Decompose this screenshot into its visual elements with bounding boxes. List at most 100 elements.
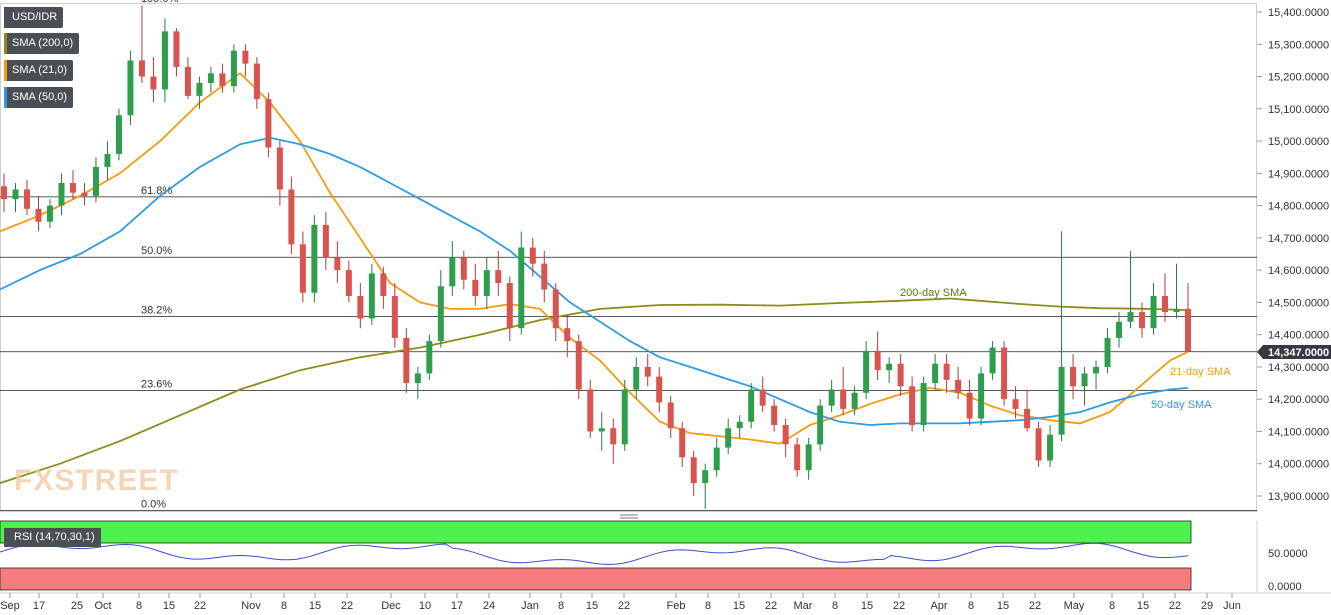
candle-body [897,363,904,387]
candle [690,450,697,496]
rsi-tick-50: 50.0000 [1268,548,1308,560]
x-tick-label: 24 [483,600,495,612]
candle [345,260,352,303]
x-tick-label: 8 [705,600,711,612]
candle-body [989,347,996,374]
candle-body [748,389,755,422]
candle-body [357,295,364,319]
candle-body [242,50,249,64]
candle-body [196,82,203,96]
legend-sma-21[interactable]: SMA (21,0) [4,60,74,81]
candle [575,334,582,400]
x-tick-label: 25 [71,600,83,612]
y-tick-label: 14,200.0000 [1268,394,1329,406]
candle-body [851,392,858,409]
legend-swatch [4,87,7,108]
x-tick-label: 15 [861,600,873,612]
candle-body [978,373,985,419]
candle-body [472,279,479,296]
candle-body [299,244,306,293]
candle [943,354,950,393]
legend-usdidr[interactable]: USD/IDR [4,7,64,28]
candle [207,66,214,93]
candle [1093,360,1100,390]
x-tick-label: Mar [794,600,813,612]
candle-body [794,444,801,471]
candle [138,5,145,83]
candle-body [828,389,835,406]
y-tick-label: 15,200.0000 [1268,72,1329,84]
candle [679,421,686,467]
candle-body [805,444,812,471]
candle-body [334,257,341,271]
annotation-21-day-sma: 21-day SMA [1170,366,1231,378]
candle [1104,328,1111,374]
candle-body [575,341,582,390]
candle [713,437,720,477]
legend-swatch [4,33,7,54]
candle [299,231,306,303]
candle [12,183,19,213]
candle-body [207,73,214,83]
candle [736,415,743,438]
candle-body [1012,399,1019,409]
x-tick-label: Jun [1223,600,1241,612]
candle-body [955,379,962,393]
candle [81,183,88,206]
x-tick-label: Jan [521,600,539,612]
candle [1,173,7,213]
candle-body [58,183,65,206]
candle-body [771,405,778,426]
candle [978,366,985,426]
candle-body [483,270,490,296]
candle [69,170,76,200]
candle-body [414,373,421,384]
candle [1035,421,1042,467]
legend-sma-50[interactable]: SMA (50,0) [4,87,74,108]
x-tick-label: 8 [136,600,142,612]
panel-splitter-handle[interactable] [620,514,638,519]
candle [897,354,904,396]
candle-body [1116,321,1123,338]
y-tick-label: 14,500.0000 [1268,297,1329,309]
legend-sma-200[interactable]: SMA (200,0) [4,33,80,54]
fib-label: 61.8% [141,185,172,197]
candle-body [368,273,375,319]
candle-body [69,183,76,193]
candle [357,283,364,329]
candle-body [863,350,870,393]
candle [1162,273,1169,322]
candle [472,263,479,306]
candle-body [230,50,237,87]
candle [667,395,674,438]
candle-body [322,224,329,258]
y-tick-label: 14,300.0000 [1268,362,1329,374]
candle [828,379,835,413]
candle-body [759,389,766,406]
x-tick-label: 15 [1137,600,1149,612]
candle-body [943,363,950,380]
candle [1024,389,1031,432]
rsi-panel: 50.0000 0.0000 [0,520,1308,593]
candle [552,283,559,342]
rsi-label: RSI (14,70,30,1) [14,531,95,543]
candle-body [1035,428,1042,461]
candle [253,57,260,109]
candle [460,250,467,290]
candle-body [35,208,42,222]
candle [1047,425,1054,467]
candle [610,418,617,464]
candle [161,18,168,103]
candle-body [932,363,939,384]
x-tick-label: 8 [1109,600,1115,612]
x-tick-label: 15 [733,600,745,612]
candle [909,376,916,432]
candle-body [449,257,456,287]
candle-body [690,457,697,484]
legend-rsi[interactable]: RSI (14,70,30,1) [4,528,101,547]
candle-body [1001,347,1008,400]
candle [955,366,962,400]
candle-body [150,76,157,90]
fib-label: 23.6% [141,378,172,390]
x-tick-label: 22 [765,600,777,612]
